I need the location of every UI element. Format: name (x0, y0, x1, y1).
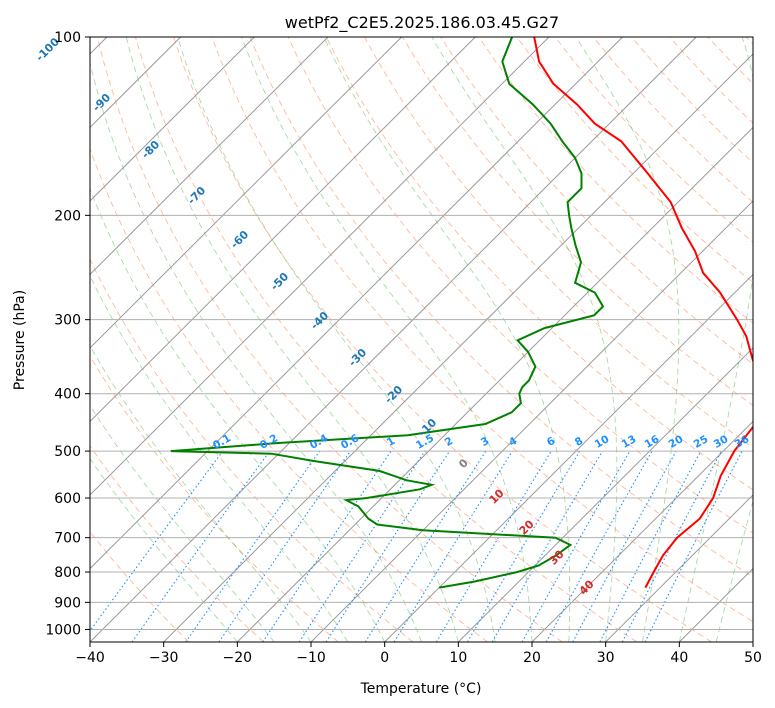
mixing-ratio-line (185, 450, 321, 642)
y-tick-label: 1000 (45, 622, 81, 638)
x-tick-label: −40 (75, 650, 105, 666)
mixing-ratio-line (131, 450, 271, 642)
moist-adiabat (323, 37, 571, 642)
dry-adiabat (90, 445, 264, 642)
plot-frame (89, 36, 754, 643)
dry-adiabat (287, 37, 753, 534)
mixing-ratio-line (393, 450, 513, 642)
mixing-ratio-line (644, 450, 743, 642)
mixing-ratio-line (298, 450, 426, 642)
isotherm (531, 420, 753, 642)
y-tick-label: 400 (54, 387, 81, 403)
x-tick-label: −20 (223, 650, 253, 666)
dry-adiabat (90, 258, 414, 642)
y-tick-label: 100 (54, 30, 81, 46)
moist-adiabat (715, 499, 753, 642)
y-tick-label: 900 (54, 595, 81, 611)
isotherm (236, 126, 753, 642)
mixing-ratio-line (572, 450, 677, 642)
mixing-ratio-line (545, 450, 653, 642)
isotherm (457, 347, 753, 642)
isotherm (90, 37, 623, 570)
moist-adiabat (241, 37, 533, 642)
dry-adiabat (325, 37, 753, 491)
moist-adiabat (431, 37, 618, 642)
dry-adiabat (211, 37, 753, 623)
x-tick-label: 40 (670, 650, 688, 666)
isotherm (163, 53, 753, 642)
x-tick-label: −30 (149, 650, 179, 666)
isotherm (310, 200, 753, 642)
background-lines (90, 37, 753, 642)
y-tick-label: 600 (54, 491, 81, 507)
isotherm (90, 37, 329, 276)
moist-adiabat (90, 457, 238, 642)
moist-adiabat (125, 37, 459, 642)
isotherm (605, 494, 753, 642)
mixing-ratio-line (325, 450, 451, 642)
x-axis-label: Temperature (°C) (360, 681, 482, 697)
mixing-ratio-line (90, 450, 224, 632)
isotherm (90, 37, 550, 496)
y-tick-label: 300 (54, 313, 81, 329)
temperature-profile (533, 37, 753, 589)
isotherm (90, 37, 476, 423)
moist-adiabat (678, 37, 753, 642)
isotherm (90, 37, 255, 202)
y-axis-label: Pressure (hPa) (12, 290, 28, 390)
chart-title: wetPf2_C2E5.2025.186.03.45.G27 (285, 13, 559, 33)
moist-adiabat (90, 187, 386, 642)
x-tick-label: 50 (744, 650, 762, 666)
moist-adiabat (177, 37, 496, 642)
sounding-profiles (170, 37, 753, 589)
mixing-ratio-line (364, 450, 487, 642)
mixing-ratio-line (218, 450, 351, 642)
dry-adiabat (96, 37, 563, 642)
dry-adiabat (249, 37, 753, 578)
dry-adiabat (516, 37, 753, 283)
dry-adiabat (134, 37, 638, 642)
mixing-ratio-line (262, 450, 392, 642)
dry-adiabat (173, 37, 712, 642)
moist-adiabat (90, 61, 422, 642)
isotherm (90, 37, 402, 349)
y-tick-label: 200 (54, 208, 81, 224)
x-tick-label: −10 (296, 650, 326, 666)
mixing-ratio-line (521, 450, 631, 642)
y-tick-label: 700 (54, 531, 81, 547)
axes: −40 −30 −20 −10 0 10 20 30 40 50 100 200 300 400 500 60… (45, 30, 762, 666)
x-tick-label: 30 (597, 650, 615, 666)
x-tick-label: 20 (523, 650, 541, 666)
moist-adiabat (575, 37, 680, 642)
isotherm (90, 37, 697, 642)
x-tick-label: 0 (380, 650, 389, 666)
moist-adiabat (90, 404, 275, 642)
x-tick-label: 10 (449, 650, 467, 666)
dewpoint-profile (170, 37, 605, 589)
moist-adiabat (90, 275, 349, 642)
y-tick-label: 500 (54, 444, 81, 460)
isotherm (384, 273, 753, 642)
dry-adiabat (90, 355, 339, 642)
y-tick-label: 800 (54, 565, 81, 581)
